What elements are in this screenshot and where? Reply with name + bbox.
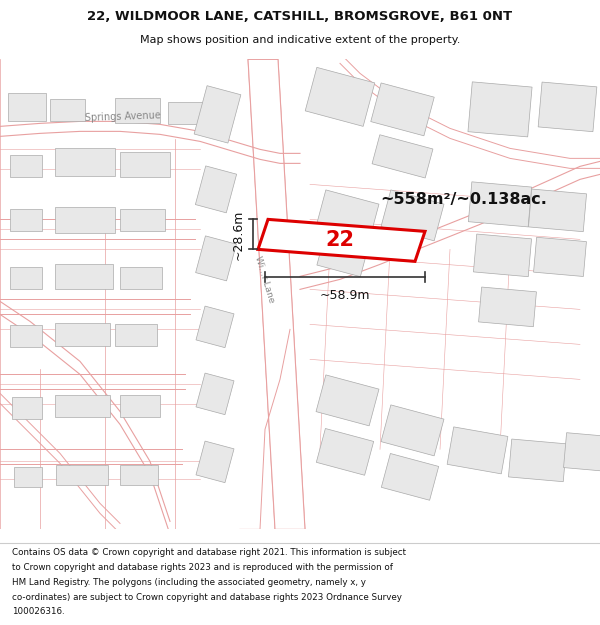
- Polygon shape: [529, 189, 587, 232]
- Text: Springs Avenue: Springs Avenue: [85, 110, 161, 123]
- Polygon shape: [115, 324, 157, 346]
- Polygon shape: [196, 441, 234, 483]
- Polygon shape: [115, 98, 160, 123]
- Polygon shape: [381, 405, 444, 456]
- Text: ~58.9m: ~58.9m: [320, 289, 370, 302]
- Polygon shape: [120, 152, 170, 178]
- Text: ~28.6m: ~28.6m: [232, 209, 245, 259]
- Polygon shape: [447, 427, 508, 474]
- Polygon shape: [479, 287, 536, 327]
- Polygon shape: [10, 268, 42, 289]
- Polygon shape: [120, 396, 160, 418]
- Polygon shape: [248, 59, 290, 529]
- Text: 22: 22: [325, 231, 355, 251]
- Text: to Crown copyright and database rights 2023 and is reproduced with the permissio: to Crown copyright and database rights 2…: [12, 563, 393, 572]
- Polygon shape: [12, 398, 42, 419]
- Polygon shape: [248, 59, 305, 529]
- Polygon shape: [196, 373, 234, 414]
- Polygon shape: [120, 209, 165, 231]
- Polygon shape: [55, 264, 113, 289]
- Polygon shape: [317, 236, 368, 277]
- Polygon shape: [316, 190, 379, 241]
- Polygon shape: [10, 156, 42, 178]
- Polygon shape: [8, 93, 46, 121]
- Polygon shape: [55, 208, 115, 233]
- Text: ~558m²/~0.138ac.: ~558m²/~0.138ac.: [380, 192, 547, 208]
- Text: Contains OS data © Crown copyright and database right 2021. This information is : Contains OS data © Crown copyright and d…: [12, 548, 406, 558]
- Polygon shape: [55, 323, 110, 346]
- Text: Wi...r Lane: Wi...r Lane: [253, 255, 275, 304]
- Polygon shape: [533, 238, 586, 276]
- Polygon shape: [258, 219, 425, 261]
- Polygon shape: [55, 396, 110, 418]
- Polygon shape: [10, 209, 42, 231]
- Polygon shape: [194, 86, 241, 143]
- Polygon shape: [305, 68, 375, 126]
- Text: HM Land Registry. The polygons (including the associated geometry, namely x, y: HM Land Registry. The polygons (includin…: [12, 578, 366, 587]
- Text: co-ordinates) are subject to Crown copyright and database rights 2023 Ordnance S: co-ordinates) are subject to Crown copyr…: [12, 592, 402, 601]
- Polygon shape: [473, 234, 532, 277]
- Polygon shape: [563, 432, 600, 471]
- Polygon shape: [50, 99, 85, 121]
- Polygon shape: [196, 166, 236, 213]
- Polygon shape: [120, 268, 162, 289]
- Polygon shape: [55, 148, 115, 176]
- Polygon shape: [371, 83, 434, 136]
- Text: Map shows position and indicative extent of the property.: Map shows position and indicative extent…: [140, 34, 460, 44]
- Text: 22, WILDMOOR LANE, CATSHILL, BROMSGROVE, B61 0NT: 22, WILDMOOR LANE, CATSHILL, BROMSGROVE,…: [88, 9, 512, 22]
- Polygon shape: [381, 190, 444, 241]
- Polygon shape: [263, 59, 305, 529]
- Polygon shape: [196, 306, 234, 348]
- Polygon shape: [538, 82, 597, 132]
- Polygon shape: [508, 439, 566, 482]
- Polygon shape: [56, 466, 108, 486]
- Polygon shape: [120, 466, 158, 486]
- Polygon shape: [316, 375, 379, 426]
- Polygon shape: [372, 135, 433, 178]
- Polygon shape: [469, 182, 532, 227]
- Polygon shape: [316, 429, 374, 475]
- Polygon shape: [196, 236, 236, 281]
- Polygon shape: [382, 454, 439, 500]
- Polygon shape: [10, 326, 42, 348]
- Polygon shape: [468, 82, 532, 137]
- Polygon shape: [168, 102, 208, 124]
- Text: 100026316.: 100026316.: [12, 608, 65, 616]
- Polygon shape: [14, 468, 42, 488]
